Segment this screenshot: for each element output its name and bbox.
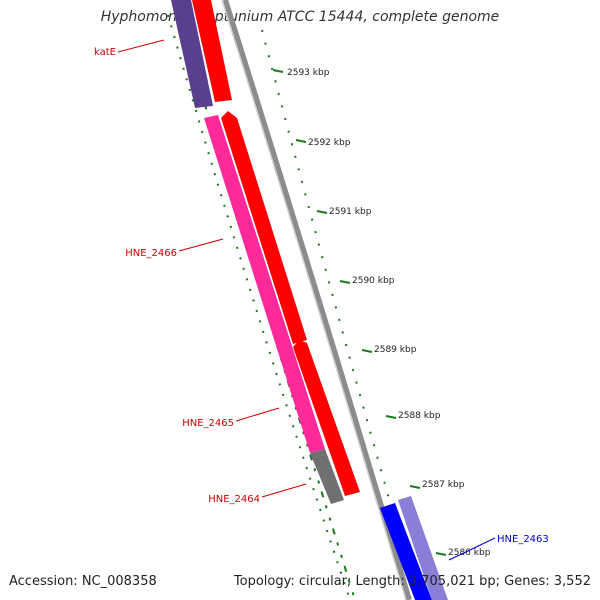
tick-mark <box>309 454 313 461</box>
ruler-label: 2591 kbp <box>329 207 372 217</box>
gene-HNE_2463-feature[interactable] <box>398 496 448 600</box>
accession-text: Accession: NC_008358 <box>9 574 157 589</box>
gene-HNE_2463-blue-feature[interactable] <box>380 503 432 600</box>
tick-mark <box>331 528 336 535</box>
ruler-label: 2593 kbp <box>287 68 330 78</box>
tick-mark <box>340 554 343 559</box>
gene-katE-forward-feature[interactable] <box>192 0 232 102</box>
ruler-label: 2588 kbp <box>398 411 441 421</box>
tick-mark <box>328 517 332 521</box>
genome-summary-text: Topology: circular; Length: 3,705,021 bp… <box>233 574 591 589</box>
tick-mark <box>351 592 355 596</box>
ruler-label: 2589 kbp <box>374 345 417 355</box>
ruler-label: 2590 kbp <box>352 276 395 286</box>
gene-label-HNE_2464[interactable]: HNE_2464 <box>208 494 260 505</box>
tick-mark <box>302 431 305 435</box>
tick-mark <box>343 565 348 572</box>
tick-mark <box>320 491 325 498</box>
tick-mark <box>305 443 309 447</box>
gene-HNE_2465-forward-feature[interactable] <box>293 340 360 496</box>
gene-katE-feature[interactable] <box>171 0 213 108</box>
gene-label-katE[interactable]: katE <box>94 47 116 58</box>
ruler-label: 2587 kbp <box>422 480 465 490</box>
gene-label-HNE_2465[interactable]: HNE_2465 <box>182 418 234 429</box>
tick-mark <box>324 505 328 509</box>
tick-mark <box>317 480 321 484</box>
ruler-labels: 2593 kbp 2592 kbp 2591 kbp 2590 kbp 2589… <box>272 68 491 558</box>
tick-mark <box>313 467 317 472</box>
tick-mark <box>336 542 340 546</box>
tick-mark <box>204 106 208 110</box>
ruler-label: 2586 kbp <box>448 548 491 558</box>
gene-HNE_2466-feature[interactable] <box>204 115 325 453</box>
gene-labels: katE HNE_2466 HNE_2465 HNE_2464 HNE_2463 <box>94 39 549 561</box>
ruler-label: 2592 kbp <box>308 138 351 148</box>
tick-mark <box>347 579 351 583</box>
gene-label-HNE_2463[interactable]: HNE_2463 <box>497 534 549 545</box>
gene-HNE_2466-forward-feature[interactable] <box>221 111 307 344</box>
gene-HNE_2465-feature[interactable] <box>310 449 344 504</box>
gene-label-HNE_2466[interactable]: HNE_2466 <box>125 248 177 259</box>
